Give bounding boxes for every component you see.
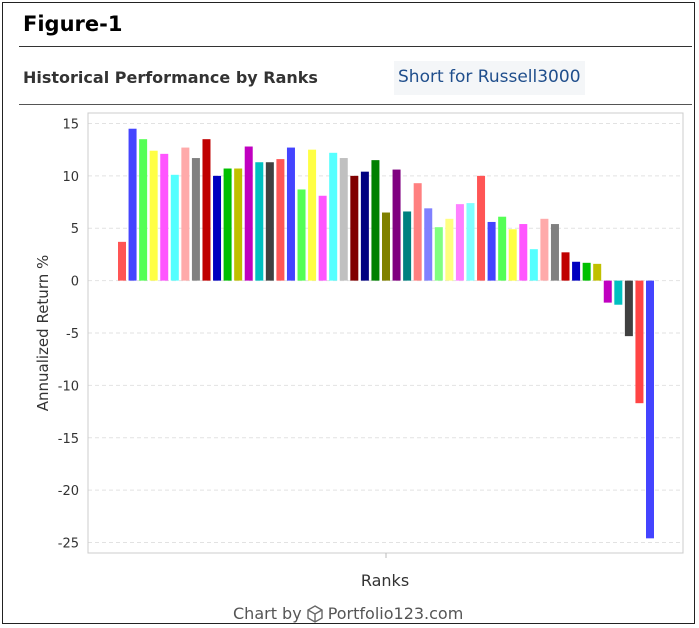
bar [255, 162, 264, 281]
bar [614, 280, 623, 305]
y-tick-label: -20 [58, 484, 79, 499]
y-tick-label: 0 [71, 275, 79, 290]
title-divider [19, 46, 692, 47]
bar [382, 212, 390, 281]
bar [529, 249, 538, 281]
bar [297, 189, 306, 281]
bar [191, 158, 200, 281]
bar [572, 261, 581, 281]
bar [434, 227, 443, 281]
bar [424, 208, 433, 281]
bar [160, 153, 169, 281]
y-tick-label: -25 [58, 537, 79, 552]
x-axis-label: Ranks [361, 571, 409, 590]
bar [550, 224, 559, 281]
header-divider [19, 104, 692, 105]
bar [455, 204, 464, 281]
chart-credit[interactable]: Chart by Portfolio123.com [233, 604, 463, 623]
tab-short-russell3000[interactable]: Short for Russell3000 [394, 61, 585, 95]
y-tick-label: -5 [66, 327, 79, 342]
bar [308, 149, 317, 281]
bar [213, 175, 222, 281]
bar [223, 168, 232, 281]
bar [265, 162, 274, 281]
bar [403, 211, 412, 281]
bar [118, 241, 126, 281]
bar [593, 263, 602, 281]
bar [318, 195, 327, 281]
bar [519, 224, 528, 281]
bars [118, 128, 654, 539]
chart-heading: Historical Performance by Ranks [23, 68, 318, 87]
bar [498, 216, 507, 281]
bar [329, 152, 338, 281]
bar [181, 147, 190, 281]
y-tick-label: -15 [58, 432, 79, 447]
y-axis-label: Annualized Return % [34, 255, 52, 412]
bar [202, 139, 211, 281]
credit-prefix: Chart by [233, 604, 302, 623]
bar [635, 280, 644, 404]
bar [540, 218, 549, 281]
bar [350, 175, 359, 281]
y-tick-label: 15 [62, 117, 79, 132]
bar [603, 280, 612, 303]
bar [360, 171, 369, 281]
bar [128, 128, 137, 281]
bar [139, 139, 148, 281]
bar [286, 147, 295, 281]
bar [561, 252, 570, 281]
bar [276, 159, 285, 281]
y-tick-label: -10 [58, 379, 79, 394]
y-axis-ticks: 15 10 5 0 -5 -10 -15 -20 -25 [58, 117, 79, 551]
bar [624, 280, 633, 337]
bar [487, 221, 496, 281]
bar [445, 218, 454, 281]
bar [477, 175, 486, 281]
figure-title: Figure-1 [23, 12, 123, 36]
bar [466, 203, 475, 281]
credit-brand: Portfolio123.com [327, 604, 464, 623]
y-tick-label: 10 [62, 170, 79, 185]
bar [170, 174, 179, 281]
bar [244, 146, 253, 281]
bar [582, 262, 591, 281]
bar [392, 169, 401, 281]
bar [234, 168, 243, 281]
bar [149, 150, 158, 281]
bar [339, 158, 348, 281]
bar [646, 280, 654, 539]
bar [371, 160, 380, 281]
y-tick-label: 5 [71, 222, 79, 237]
bar [508, 229, 517, 281]
bar [413, 183, 422, 281]
cube-icon [306, 604, 323, 623]
